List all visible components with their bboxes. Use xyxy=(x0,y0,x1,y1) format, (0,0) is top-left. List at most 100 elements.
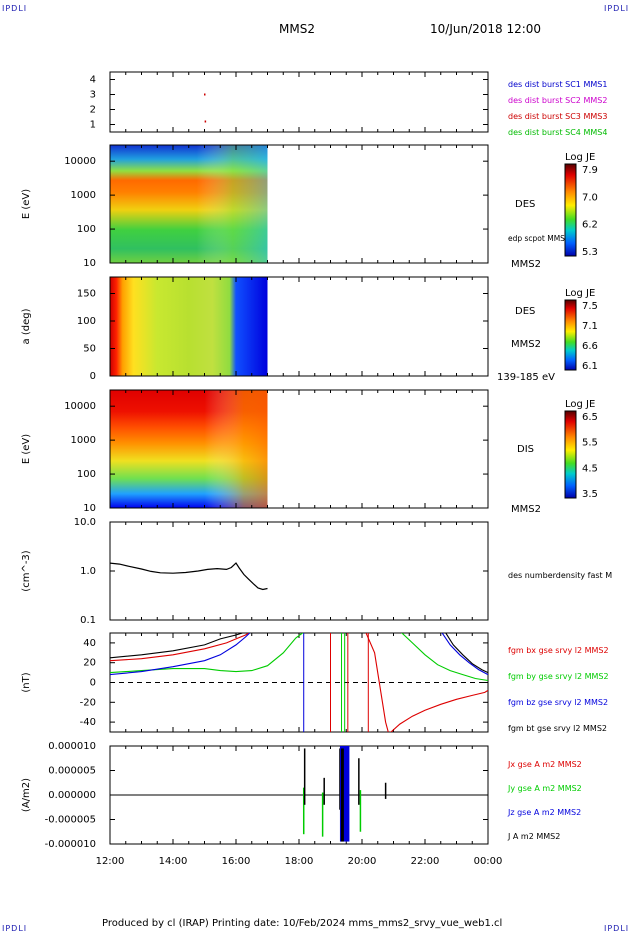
y-tick-label: 0 xyxy=(90,678,96,689)
y-tick-label: -20 xyxy=(80,697,96,708)
colorbar-title: Log JE xyxy=(565,399,595,410)
colorbar-tick-label: 7.0 xyxy=(582,192,598,203)
field-line xyxy=(110,633,488,674)
y-tick-label: 10 xyxy=(83,503,96,514)
current-burst-block xyxy=(340,748,344,842)
current-burst-block xyxy=(339,746,350,842)
y-tick-label: 100 xyxy=(77,316,96,327)
legend-entry: fgm bt gse srvy l2 MMS2 xyxy=(508,724,607,733)
field-line xyxy=(110,633,488,676)
logo-bottom-left: IPDLI xyxy=(2,924,28,933)
legend-entry: Jz gse A m2 MMS2 xyxy=(507,808,581,817)
datetime-title: 10/Jun/2018 12:00 xyxy=(430,22,542,36)
panel-right-label: MMS2 xyxy=(511,339,541,350)
legend-entry: des dist burst SC2 MMS2 xyxy=(508,96,607,105)
panel-right-label: MMS2 xyxy=(511,504,541,515)
colorbar-tick-label: 6.2 xyxy=(582,220,598,231)
legend-entry: fgm bz gse srvy l2 MMS2 xyxy=(508,698,608,707)
y-tick-label: 10000 xyxy=(64,401,96,412)
colorbar-tick-label: 6.6 xyxy=(582,341,598,352)
colorbar xyxy=(564,299,577,371)
colorbar xyxy=(564,410,577,499)
colorbar xyxy=(564,163,577,257)
y-tick-label: 1.0 xyxy=(80,566,96,577)
y-tick-label: -0.000005 xyxy=(45,815,96,826)
footer-text: Produced by cl (IRAP) Printing date: 10/… xyxy=(102,918,503,929)
time-axis-label: 20:00 xyxy=(348,856,377,867)
des-pitch-spectrogram xyxy=(110,277,268,376)
y-tick-label: 150 xyxy=(77,289,96,300)
y-axis-label: (A/m2) xyxy=(21,778,32,812)
y-tick-label: 50 xyxy=(83,344,96,355)
y-axis-label: a (deg) xyxy=(21,308,32,344)
y-tick-label: 10000 xyxy=(64,156,96,167)
y-tick-label: 0.000005 xyxy=(48,766,96,777)
y-tick-label: 0.000000 xyxy=(48,790,96,801)
y-tick-label: 1000 xyxy=(71,190,96,201)
colorbar-tick-label: 5.3 xyxy=(582,247,598,258)
colorbar-tick-label: 4.5 xyxy=(582,463,598,474)
y-axis-label: E (eV) xyxy=(21,434,32,464)
time-axis-label: 16:00 xyxy=(222,856,251,867)
time-axis-label: 14:00 xyxy=(159,856,188,867)
legend-entry: Jx gse A m2 MMS2 xyxy=(507,760,582,769)
y-tick-label: 3 xyxy=(90,90,96,101)
colorbar-tick-label: 6.5 xyxy=(582,412,598,423)
y-tick-label: 1000 xyxy=(71,435,96,446)
legend-entry: J A m2 MMS2 xyxy=(507,832,560,841)
density-line xyxy=(110,562,268,591)
field-line xyxy=(110,633,488,682)
y-tick-label: -40 xyxy=(80,717,96,728)
y-tick-label: -0.000010 xyxy=(45,839,96,850)
logo-top-right: IPDLI xyxy=(604,4,630,13)
des-energy-spectrogram-overlay xyxy=(110,145,268,263)
y-tick-label: 100 xyxy=(77,469,96,480)
y-axis-label: (nT) xyxy=(21,672,32,692)
legend-entry: des dist burst SC4 MMS4 xyxy=(508,128,607,137)
time-axis-label: 22:00 xyxy=(411,856,440,867)
y-tick-label: 4 xyxy=(90,75,96,86)
burst-marker xyxy=(204,120,207,123)
colorbar-title: Log JE xyxy=(565,288,595,299)
colorbar-tick-label: 5.5 xyxy=(582,438,598,449)
panel-right-label: DES xyxy=(515,199,535,210)
legend-entry: des numberdensity fast M xyxy=(508,571,612,580)
legend-entry: fgm bx gse srvy l2 MMS2 xyxy=(508,646,609,655)
colorbar-tick-label: 7.5 xyxy=(582,301,598,312)
panel-right-label: DES xyxy=(515,306,535,317)
legend-entry: des dist burst SC1 MMS1 xyxy=(508,80,607,89)
colorbar-tick-label: 7.1 xyxy=(582,321,598,332)
panel-right-label: DIS xyxy=(517,444,534,455)
burst-marker xyxy=(204,93,206,96)
colorbar-tick-label: 3.5 xyxy=(582,489,598,500)
y-tick-label: 10 xyxy=(83,258,96,269)
y-tick-label: 0 xyxy=(90,371,96,382)
density-frame xyxy=(109,521,489,621)
y-tick-label: 1 xyxy=(90,120,96,131)
time-axis-label: 00:00 xyxy=(474,856,503,867)
colorbar-tick-label: 6.1 xyxy=(582,361,598,372)
y-axis-label: E (eV) xyxy=(21,189,32,219)
colorbar-title: Log JE xyxy=(565,152,595,163)
y-tick-label: 10.0 xyxy=(74,517,96,528)
logo-bottom-right: IPDLI xyxy=(604,924,630,933)
y-tick-label: 20 xyxy=(83,658,96,669)
y-tick-label: 100 xyxy=(77,224,96,235)
logo-top-left: IPDLI xyxy=(2,4,28,13)
y-tick-label: 40 xyxy=(83,638,96,649)
y-axis-label: (cm^-3) xyxy=(21,550,32,591)
y-tick-label: 0.1 xyxy=(80,615,96,626)
time-axis-label: 12:00 xyxy=(96,856,125,867)
panel-right-label: edp scpot MMS2 xyxy=(508,234,570,243)
legend-entry: des dist burst SC3 MMS3 xyxy=(508,112,607,121)
colorbar-tick-label: 7.9 xyxy=(582,165,598,176)
y-tick-label: 0.000010 xyxy=(48,741,96,752)
dis-energy-spectrogram-overlay xyxy=(110,390,268,508)
panel-right-label: 139-185 eV xyxy=(497,372,555,383)
legend-entry: fgm by gse srvy l2 MMS2 xyxy=(508,672,609,681)
spacecraft-title: MMS2 xyxy=(279,22,315,36)
legend-entry: Jy gse A m2 MMS2 xyxy=(507,784,582,793)
field-line xyxy=(110,633,488,732)
panel-right-label: MMS2 xyxy=(511,259,541,270)
